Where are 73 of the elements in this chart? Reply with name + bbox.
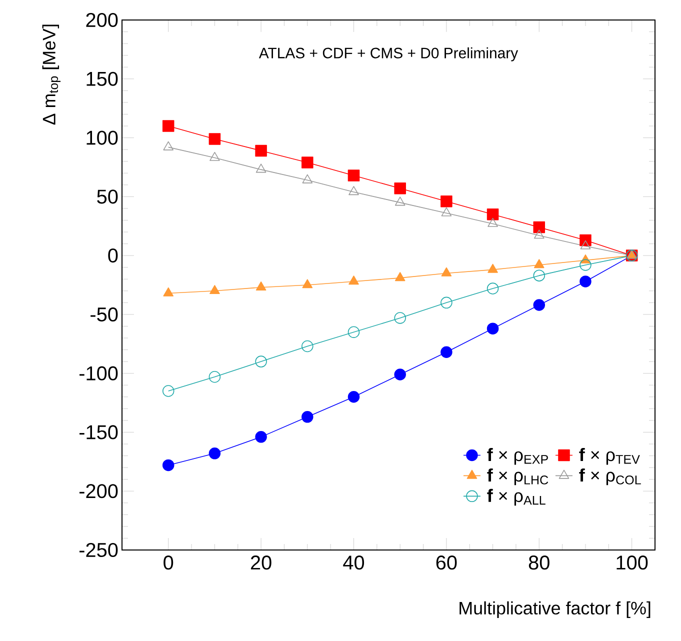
y-tick-label: -200 bbox=[79, 484, 118, 498]
point bbox=[348, 326, 360, 338]
point bbox=[302, 156, 314, 168]
point bbox=[302, 340, 314, 352]
point bbox=[533, 221, 546, 234]
point bbox=[394, 368, 406, 380]
point bbox=[440, 195, 452, 208]
y-axis-title: Δ m$_{top}$ [MeV] bbox=[42, 24, 60, 125]
x-tick-label: 60 bbox=[436, 556, 457, 570]
x-tick-label: 80 bbox=[528, 556, 550, 570]
point bbox=[302, 411, 314, 423]
point bbox=[440, 296, 452, 309]
point bbox=[255, 431, 267, 443]
point bbox=[162, 385, 174, 397]
legend-label: f × ρ$_{COL}$ bbox=[579, 468, 641, 486]
point bbox=[255, 356, 267, 368]
point bbox=[348, 276, 359, 285]
point bbox=[486, 322, 499, 334]
y-tick-label: 200 bbox=[86, 12, 118, 28]
point bbox=[256, 164, 266, 173]
point bbox=[162, 120, 174, 132]
point bbox=[580, 259, 592, 271]
y-tick-label: -150 bbox=[79, 425, 118, 440]
legend-label: f × ρ$_{ALL}$ bbox=[487, 488, 546, 506]
point bbox=[348, 186, 359, 196]
point bbox=[348, 170, 360, 182]
point bbox=[441, 207, 452, 216]
point bbox=[394, 312, 406, 324]
x-tick-label: 20 bbox=[250, 556, 272, 570]
point bbox=[394, 196, 406, 206]
annotation: ATLAS + CDF + CMS + D0 Preliminary bbox=[258, 47, 518, 62]
x-tick-label: 100 bbox=[616, 556, 648, 570]
y-tick-label: 150 bbox=[86, 72, 118, 86]
point bbox=[302, 174, 313, 184]
point bbox=[534, 230, 544, 239]
point bbox=[580, 276, 592, 288]
legend-label: f × ρ$_{EXP}$ bbox=[487, 448, 548, 465]
x-axis-title: Multiplicative factor f [%] bbox=[460, 601, 650, 618]
point bbox=[394, 272, 406, 282]
point bbox=[302, 279, 313, 288]
point bbox=[580, 234, 592, 246]
point bbox=[210, 152, 220, 161]
x-tick-label: 40 bbox=[343, 556, 364, 570]
y-tick-label: 0 bbox=[108, 248, 118, 263]
point bbox=[163, 141, 174, 150]
point bbox=[210, 285, 220, 294]
point bbox=[394, 182, 406, 194]
point bbox=[208, 448, 221, 460]
point bbox=[486, 208, 499, 220]
point bbox=[488, 264, 498, 273]
point bbox=[533, 270, 546, 282]
point bbox=[580, 240, 591, 250]
x-tick-label: 0 bbox=[164, 556, 174, 570]
y-tick-label: -250 bbox=[79, 542, 118, 558]
point bbox=[208, 370, 221, 383]
y-tick-label: -50 bbox=[90, 307, 118, 322]
point bbox=[208, 133, 221, 145]
point bbox=[163, 287, 174, 296]
legend-label: f × ρ$_{LHC}$ bbox=[487, 468, 548, 486]
y-tick-label: 100 bbox=[86, 130, 118, 145]
point bbox=[488, 218, 498, 227]
y-tick-label: 50 bbox=[97, 190, 118, 204]
point bbox=[256, 281, 266, 290]
legend-label: f × ρ$_{TEV}$ bbox=[579, 448, 640, 465]
point bbox=[533, 299, 546, 311]
point bbox=[255, 144, 267, 157]
point bbox=[441, 267, 452, 276]
point bbox=[534, 259, 544, 268]
y-tick-label: -100 bbox=[79, 366, 118, 380]
point bbox=[486, 282, 499, 294]
point bbox=[162, 459, 174, 472]
point bbox=[348, 391, 360, 403]
point bbox=[440, 346, 452, 358]
